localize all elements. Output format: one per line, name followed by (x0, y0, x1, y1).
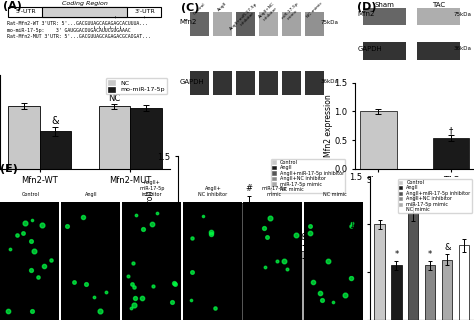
Bar (8, 106, 39, 169)
Text: #: # (410, 195, 417, 204)
Bar (323, 238, 340, 320)
Text: AngII+NC
inhibitor: AngII+NC inhibitor (258, 2, 279, 22)
Bar (130, 108, 162, 169)
Text: Mfn2: Mfn2 (179, 19, 197, 25)
Text: &: & (444, 243, 450, 252)
FancyBboxPatch shape (43, 7, 128, 17)
Bar (282, 12, 301, 36)
Text: *: * (394, 250, 399, 259)
Text: (C): (C) (181, 3, 199, 13)
Text: &: & (52, 116, 59, 126)
Text: †: † (448, 126, 453, 135)
Bar (236, 71, 255, 95)
Text: *: * (274, 241, 278, 250)
Bar (213, 71, 232, 95)
Text: Rat-Mfn2-WT 3'UTR: 5'...GACGUUAGCAGAGAGCACUUUA...: Rat-Mfn2-WT 3'UTR: 5'...GACGUUAGCAGAGAGC… (7, 21, 148, 26)
Bar (282, 71, 301, 95)
Bar (305, 71, 324, 95)
Bar (190, 12, 209, 36)
Text: *: * (428, 250, 432, 259)
Bar (442, 260, 452, 320)
Bar (417, 42, 460, 60)
Y-axis label: Mfn2 (Control): Mfn2 (Control) (338, 221, 347, 276)
Text: GAPDH: GAPDH (179, 79, 204, 85)
Bar (213, 258, 229, 320)
Text: NC mimic: NC mimic (306, 2, 323, 19)
Bar (236, 12, 255, 36)
Text: (A): (A) (3, 1, 22, 11)
Bar (305, 12, 324, 36)
Legend: NC, mo-miR-17-5p: NC, mo-miR-17-5p (106, 78, 167, 94)
Text: 75kDa: 75kDa (454, 12, 472, 17)
Text: 36kDa: 36kDa (321, 79, 339, 84)
Bar (425, 266, 436, 320)
Bar (240, 203, 257, 320)
Bar (39, 131, 71, 169)
FancyBboxPatch shape (9, 7, 162, 17)
Bar (259, 12, 278, 36)
Text: AngII: AngII (217, 2, 228, 12)
Text: Mfn2 mRNA
Coding Region: Mfn2 mRNA Coding Region (62, 0, 108, 6)
Y-axis label: Mfn2 expression: Mfn2 expression (324, 94, 333, 157)
Text: AngII+
miR-17-5p
inhibitor: AngII+ miR-17-5p inhibitor (139, 180, 165, 197)
Bar (296, 251, 312, 320)
Text: miR-17-5p
mimic: miR-17-5p mimic (261, 186, 286, 197)
Text: Sham: Sham (375, 2, 395, 8)
Text: 5'-UTR: 5'-UTR (15, 9, 36, 14)
Text: Control: Control (193, 2, 207, 15)
Y-axis label: Mfn2 expression(Control): Mfn2 expression(Control) (146, 190, 155, 286)
Bar (364, 42, 406, 60)
Text: (D): (D) (357, 2, 377, 12)
Bar (408, 213, 419, 320)
Bar (364, 8, 406, 25)
Text: (E): (E) (0, 164, 18, 174)
Bar (361, 111, 397, 169)
Text: NC: NC (109, 94, 120, 103)
Text: *: * (219, 241, 223, 250)
Text: 36kDa: 36kDa (454, 46, 472, 51)
Bar (374, 224, 384, 320)
Text: Control: Control (21, 192, 39, 197)
Text: Mfn2: Mfn2 (357, 11, 375, 17)
Text: AngII+
NC inhibitor: AngII+ NC inhibitor (198, 186, 228, 197)
Bar (392, 266, 401, 320)
Text: TAC: TAC (432, 2, 445, 8)
Bar (417, 8, 460, 25)
Text: 3'-UTR: 3'-UTR (134, 9, 155, 14)
Text: #: # (245, 184, 252, 193)
Bar (185, 211, 202, 320)
Text: GAPDH: GAPDH (357, 46, 382, 52)
Text: AngII: AngII (85, 192, 98, 197)
Bar (259, 71, 278, 95)
Text: 75kDa: 75kDa (321, 20, 339, 25)
Bar (433, 138, 469, 169)
Bar (99, 106, 130, 169)
Bar (213, 12, 232, 36)
Bar (190, 71, 209, 95)
Bar (268, 258, 284, 320)
Text: NC mimic: NC mimic (323, 192, 346, 197)
Legend: Control, AngII, AngII+miR-17-5p inhibitor, AngII+NC inhibitor, miR-17-5p mimic, : Control, AngII, AngII+miR-17-5p inhibito… (398, 179, 472, 213)
Text: mo-miR-17-5p:    3' GAUGGACOUGACAUUCGUGAAAC: mo-miR-17-5p: 3' GAUGGACOUGACAUUCGUGAAAC (7, 28, 130, 33)
Text: Rat-Mfn2-MUT 3'UTR: 5'...GACGUUAGCAGAGACGCAOGAT...: Rat-Mfn2-MUT 3'UTR: 5'...GACGUUAGCAGAGAC… (7, 34, 151, 39)
Bar (459, 245, 469, 320)
Text: &: & (301, 233, 307, 243)
Text: AngII+miR-17-5p
inhibitor: AngII+miR-17-5p inhibitor (229, 2, 262, 34)
Legend: Control, AngII, AngII+miR-17-5p inhibitor, AngII+NC inhibitor, miR-17-5p mimic, : Control, AngII, AngII+miR-17-5p inhibito… (271, 159, 345, 193)
Text: miR-17-5p
mimic: miR-17-5p mimic (280, 2, 302, 24)
